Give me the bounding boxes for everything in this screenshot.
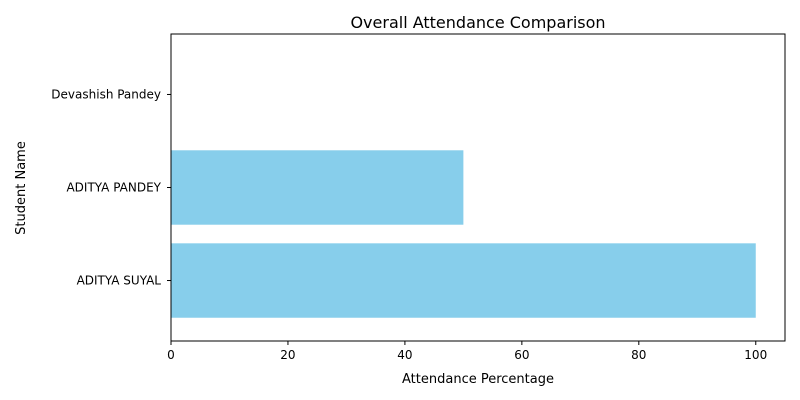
y-tick-label: ADITYA PANDEY [66, 181, 161, 195]
x-tick-label: 60 [514, 348, 529, 362]
bar-aditya-pandey [171, 150, 464, 225]
y-tick-label: Devashish Pandey [51, 87, 161, 101]
y-axis-label: Student Name [14, 141, 29, 235]
x-tick-label: 80 [631, 348, 646, 362]
x-tick-label: 100 [744, 348, 767, 362]
x-tick-label: 0 [167, 348, 175, 362]
chart-title: Overall Attendance Comparison [350, 13, 605, 32]
bars-group [171, 150, 756, 318]
bar-aditya-suyal [171, 243, 756, 318]
x-axis-label: Attendance Percentage [402, 372, 554, 387]
y-tick-label: ADITYA SUYAL [77, 274, 162, 288]
x-tick-label: 20 [280, 348, 295, 362]
x-tick-label: 40 [397, 348, 412, 362]
x-axis-ticks: 0 20 40 60 80 100 [167, 341, 767, 362]
y-axis-ticks: ADITYA SUYAL ADITYA PANDEY Devashish Pande… [51, 87, 171, 288]
